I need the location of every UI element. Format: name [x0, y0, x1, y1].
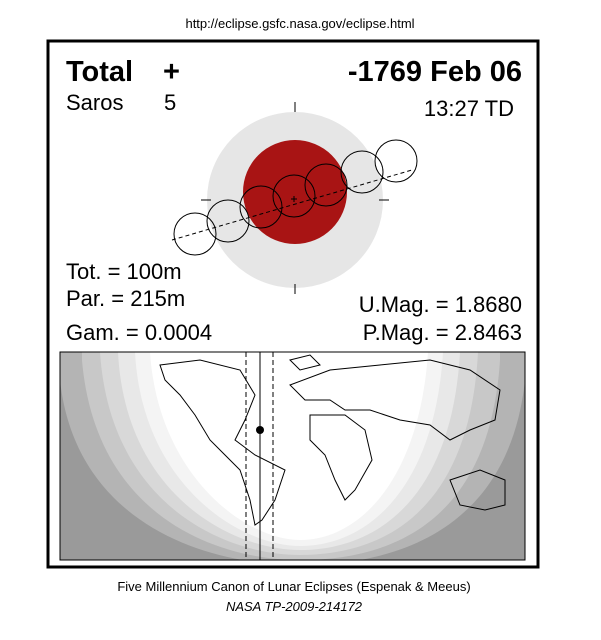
saros-number: 5: [164, 90, 176, 115]
reference: NASA TP-2009-214172: [226, 599, 363, 614]
eclipse-symbol: +: [163, 56, 180, 88]
penumbral-magnitude: P.Mag. = 2.8463: [363, 320, 522, 345]
eclipse-type: Total: [66, 56, 133, 88]
canon-title: Five Millennium Canon of Lunar Eclipses …: [117, 579, 470, 594]
time: 13:27 TD: [424, 96, 514, 121]
partial-duration: Par. = 215m: [66, 286, 185, 311]
eclipse-geometry: [171, 102, 418, 294]
url: http://eclipse.gsfc.nasa.gov/eclipse.htm…: [185, 16, 414, 31]
saros-label: Saros: [66, 90, 123, 115]
umbral-magnitude: U.Mag. = 1.8680: [359, 292, 522, 317]
umbra: [243, 140, 347, 244]
gamma: Gam. = 0.0004: [66, 320, 212, 345]
moon-positions: [173, 139, 418, 256]
date: -1769 Feb 06: [348, 56, 522, 88]
world-map: [59, 351, 526, 561]
total-duration: Tot. = 100m: [66, 259, 182, 284]
